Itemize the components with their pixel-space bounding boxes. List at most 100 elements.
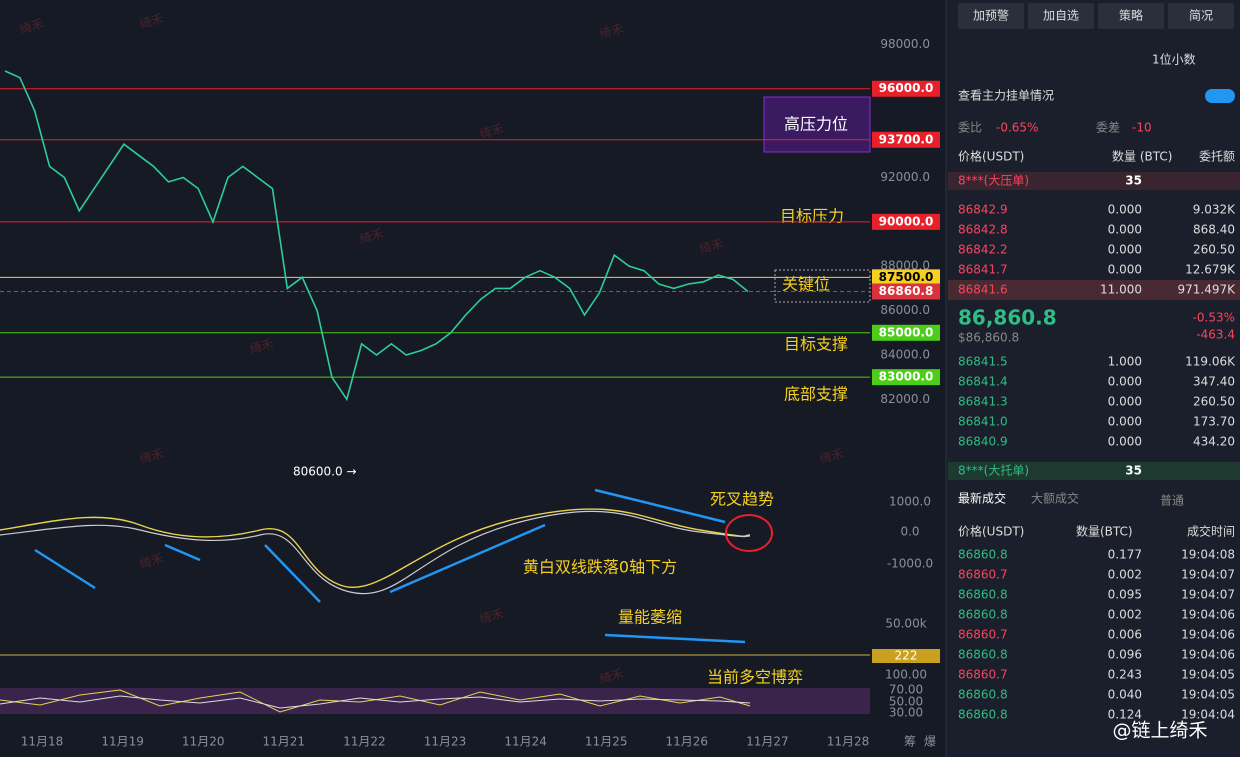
button[interactable] bbox=[1028, 3, 1094, 29]
x-tick-label: 11月21 bbox=[263, 735, 306, 749]
y-tick-label: 82000.0 bbox=[880, 392, 930, 406]
watermark: 绮禾 bbox=[478, 607, 505, 627]
button-label[interactable]: 策略 bbox=[1119, 8, 1143, 23]
big-order: 8***(大托单) bbox=[958, 464, 1029, 478]
ask-cell: 86841.6 bbox=[958, 283, 1008, 297]
level-label: 85000.0 bbox=[879, 325, 934, 339]
ask-cell: 86841.7 bbox=[958, 263, 1008, 277]
big-order-qty: 35 bbox=[1125, 464, 1142, 478]
level-label-bg bbox=[872, 283, 940, 300]
trade-cell: 19:04:06 bbox=[1181, 628, 1235, 642]
trade-cell: 19:04:04 bbox=[1181, 708, 1235, 722]
trade-cell: 86860.8 bbox=[958, 648, 1008, 662]
annotation: 当前多空博弈 bbox=[707, 668, 803, 687]
bid-cell: 119.06K bbox=[1185, 355, 1236, 369]
level-label: 93700.0 bbox=[879, 132, 934, 146]
level-label-bg bbox=[872, 369, 940, 386]
annotation: 目标支撑 bbox=[784, 335, 848, 354]
watermark: 绮禾 bbox=[698, 237, 725, 257]
high-pressure-box bbox=[763, 96, 871, 153]
arrows bbox=[34, 488, 746, 644]
trade-cell: 19:04:06 bbox=[1181, 608, 1235, 622]
trade-cell: 19:04:06 bbox=[1181, 648, 1235, 662]
watermark: 绮禾 bbox=[138, 447, 165, 467]
ratio-label: 委比 bbox=[958, 121, 982, 135]
big-order: 8***(大压单) bbox=[958, 174, 1029, 188]
x-tick-label: 11月28 bbox=[827, 735, 870, 749]
trade-cell: 86860.8 bbox=[958, 688, 1008, 702]
axis-tool: 筹 bbox=[904, 735, 916, 749]
level-label-bg bbox=[872, 269, 940, 286]
ask-cell: 12.679K bbox=[1185, 263, 1236, 277]
x-tick-label: 11月20 bbox=[182, 735, 225, 749]
toggle[interactable] bbox=[1205, 89, 1235, 103]
ask-cell: 0.000 bbox=[1108, 243, 1142, 257]
ask-cell: 86842.2 bbox=[958, 243, 1008, 257]
level-label: 90000.0 bbox=[879, 214, 934, 228]
bid-cell: 0.000 bbox=[1108, 415, 1142, 429]
rsi-band bbox=[0, 688, 870, 714]
bid-cell: 86841.0 bbox=[958, 415, 1008, 429]
y-tick-label: 88000.0 bbox=[880, 259, 930, 273]
trade-cell: 0.096 bbox=[1108, 648, 1142, 662]
trade-cell: 86860.7 bbox=[958, 668, 1008, 682]
main-orders[interactable]: 查看主力挂单情况 bbox=[958, 89, 1054, 103]
level-label-bg bbox=[872, 324, 940, 341]
trade-tab[interactable]: 大额成交 bbox=[1031, 491, 1079, 506]
axis-tool: 爆 bbox=[924, 735, 936, 749]
button[interactable] bbox=[1168, 3, 1234, 29]
trade-cell: 0.243 bbox=[1108, 668, 1142, 682]
normal: 普通 bbox=[1160, 494, 1184, 508]
button[interactable] bbox=[958, 3, 1024, 29]
trade-header: 数量(BTC) bbox=[1076, 524, 1133, 539]
y-tick-label: 86000.0 bbox=[880, 303, 930, 317]
panel-bg bbox=[945, 0, 1240, 757]
button[interactable] bbox=[1098, 3, 1164, 29]
mid-usd: $86,860.8 bbox=[958, 331, 1019, 345]
macd-tick: 0.0 bbox=[900, 525, 919, 539]
trade-cell: 86860.8 bbox=[958, 548, 1008, 562]
big-order-qty: 35 bbox=[1125, 174, 1142, 188]
trade-tab[interactable]: 最新成交 bbox=[958, 491, 1006, 506]
watermark: 绮禾 bbox=[358, 227, 385, 247]
bid-cell: 86840.9 bbox=[958, 435, 1008, 449]
ask-cell: 86842.8 bbox=[958, 223, 1008, 237]
trade-cell: 19:04:07 bbox=[1181, 588, 1235, 602]
trade-cell: 0.040 bbox=[1108, 688, 1142, 702]
bid-cell: 434.20 bbox=[1193, 435, 1235, 449]
bid-cell: 1.000 bbox=[1108, 355, 1142, 369]
annotation: 高压力位 bbox=[784, 115, 848, 134]
ask-cell: 9.032K bbox=[1193, 203, 1236, 217]
bid-cell: 0.000 bbox=[1108, 435, 1142, 449]
ask-cell: 0.000 bbox=[1108, 263, 1142, 277]
level-label: 86860.8 bbox=[879, 284, 934, 298]
level-label-bg bbox=[872, 131, 940, 148]
trade-cell: 0.002 bbox=[1108, 608, 1142, 622]
rsi-tick: 30.00 bbox=[889, 706, 923, 720]
watermark: 绮禾 bbox=[818, 447, 845, 467]
button-label[interactable]: 简况 bbox=[1189, 9, 1213, 23]
bid-cell: 347.40 bbox=[1193, 375, 1235, 389]
ask-cell: 0.000 bbox=[1108, 203, 1142, 217]
macd-dea bbox=[0, 510, 751, 595]
ask-cell: 868.40 bbox=[1193, 223, 1235, 237]
precision[interactable]: 1位小数 bbox=[1152, 52, 1196, 67]
x-tick-label: 11月26 bbox=[666, 735, 709, 749]
level-label: 87500.0 bbox=[879, 270, 934, 284]
trade-cell: 19:04:08 bbox=[1181, 548, 1235, 562]
button-label[interactable]: 加预警 bbox=[973, 8, 1009, 23]
bid-cell: 0.000 bbox=[1108, 395, 1142, 409]
volume-tick: 50.00k bbox=[885, 617, 926, 631]
bid-cell: 173.70 bbox=[1193, 415, 1235, 429]
rsi-tick: 70.00 bbox=[889, 683, 923, 697]
header: 数量 (BTC) bbox=[1112, 149, 1172, 164]
x-tick-label: 11月22 bbox=[343, 735, 386, 749]
x-tick-label: 11月18 bbox=[21, 735, 64, 749]
annotation: 关键位 bbox=[782, 275, 830, 294]
x-tick-label: 11月23 bbox=[424, 735, 467, 749]
bid-cell: 0.000 bbox=[1108, 375, 1142, 389]
button-label[interactable]: 加自选 bbox=[1043, 9, 1079, 23]
watermark: 绮禾 bbox=[18, 17, 45, 37]
